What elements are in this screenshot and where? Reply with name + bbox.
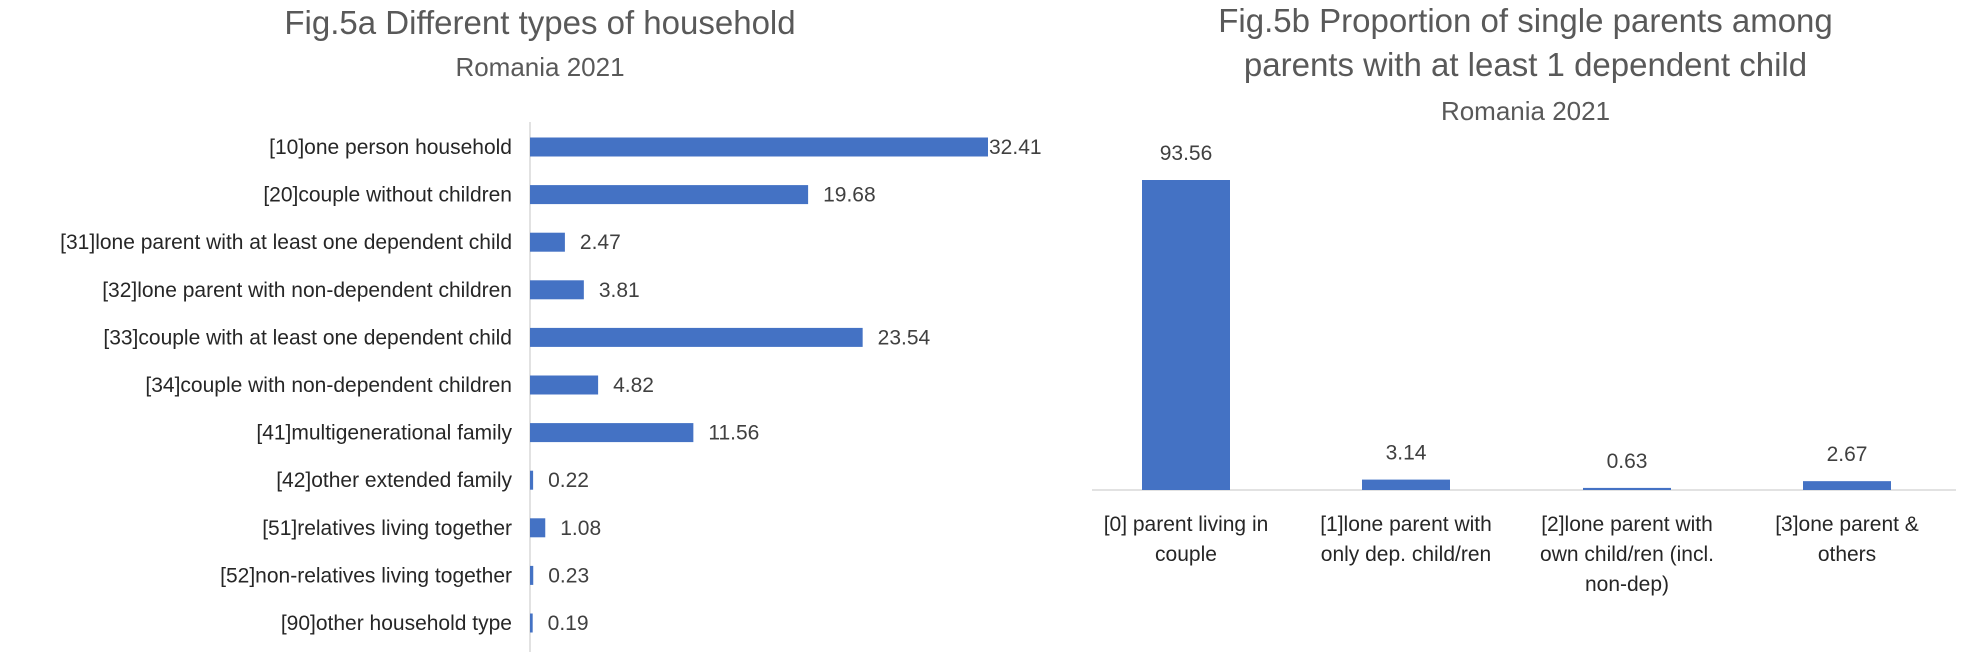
category-label: [33]couple with at least one dependent c…	[103, 326, 512, 349]
bar	[530, 327, 863, 347]
category-label: [52]non-relatives living together	[220, 564, 512, 587]
bar-chart-canvas: 93.56 [0] parent living in couple 3.14 [1]lo…	[1092, 142, 1956, 596]
category-label: [2]lone parent with	[1541, 513, 1713, 536]
data-label: 2.47	[580, 231, 621, 254]
bar	[530, 280, 584, 300]
category-label: [41]multigenerational family	[256, 422, 512, 445]
data-label: 11.56	[708, 422, 759, 445]
bar	[530, 565, 534, 585]
bar	[530, 470, 534, 490]
bar	[530, 518, 546, 538]
chart-title: Fig.5a Different types of household	[284, 4, 796, 41]
data-label: 2.67	[1827, 443, 1868, 466]
bar	[1142, 180, 1230, 490]
data-label: 3.14	[1386, 442, 1427, 465]
category-label: [90]other household type	[281, 612, 512, 635]
chart-single-parents: Fig.5b Proportion of single parents amon…	[1080, 0, 1971, 663]
category-label: non-dep)	[1585, 573, 1669, 596]
bar	[1803, 481, 1891, 490]
bar	[530, 137, 988, 157]
category-label: [51]relatives living together	[262, 517, 512, 540]
category-label: [3]one parent &	[1775, 513, 1919, 536]
bar	[530, 613, 533, 633]
data-label: 0.23	[548, 564, 589, 587]
bar	[530, 185, 809, 205]
category-label: [10]one person household	[269, 136, 512, 159]
category-label: own child/ren (incl.	[1540, 543, 1714, 566]
bar-chart-canvas: [10]one person household 32.41 [20]couple …	[60, 122, 1042, 652]
category-label: [32]lone parent with non-dependent child…	[102, 279, 512, 302]
category-label: [1]lone parent with	[1320, 513, 1492, 536]
data-label: 1.08	[560, 517, 601, 540]
bar	[1362, 479, 1450, 490]
category-label: [0] parent living in	[1104, 513, 1269, 536]
chart-subtitle: Romania 2021	[455, 52, 625, 82]
bar	[530, 375, 599, 395]
chart-household-types: Fig.5a Different types of household Roma…	[60, 4, 1042, 652]
data-label: 0.63	[1607, 450, 1648, 473]
data-label: 0.19	[548, 612, 589, 635]
category-label: [31]lone parent with at least one depend…	[60, 231, 512, 254]
category-label: [20]couple without children	[263, 184, 512, 207]
data-label: 93.56	[1160, 142, 1213, 165]
category-label: [42]other extended family	[276, 469, 512, 492]
category-label: [34]couple with non-dependent children	[145, 374, 512, 397]
data-label: 3.81	[599, 279, 640, 302]
data-label: 0.22	[548, 469, 589, 492]
bar	[530, 232, 565, 252]
data-label: 32.41	[989, 136, 1042, 159]
category-label: others	[1818, 543, 1876, 566]
chart-subtitle: Romania 2021	[1440, 96, 1611, 126]
bar	[530, 423, 694, 443]
data-label: 23.54	[878, 326, 931, 349]
category-label: only dep. child/ren	[1321, 543, 1491, 566]
chart-title-line-1: Fig.5b Proportion of single parents amon…	[1218, 2, 1833, 39]
chart-title-line-2: parents with at least 1 dependent child	[1243, 46, 1808, 83]
data-label: 4.82	[613, 374, 654, 397]
bar	[1583, 487, 1671, 490]
data-label: 19.68	[823, 184, 876, 207]
category-label: couple	[1155, 543, 1217, 566]
